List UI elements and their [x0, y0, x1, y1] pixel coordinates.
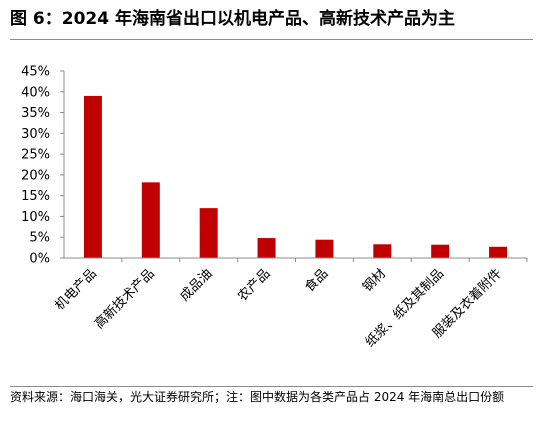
x-category-label: 钢材 — [360, 266, 389, 295]
bar — [199, 208, 218, 258]
note-divider — [10, 386, 533, 387]
bar — [431, 244, 450, 258]
y-tick-label: 40% — [21, 85, 50, 100]
x-category-label: 机电产品 — [52, 266, 99, 313]
y-tick-label: 10% — [21, 210, 50, 225]
x-category-label: 成品油 — [177, 266, 215, 304]
y-axis: 0% 5% 10% 15% 20% 25% 30% 35% 40% 45% — [21, 65, 65, 267]
x-category-label: 食品 — [302, 266, 332, 296]
y-tick-label: 35% — [21, 106, 50, 121]
bar — [373, 244, 392, 258]
source-note: 资料来源：海口海关，光大证券研究所；注：图中数据为各类产品占 2024 年海南总… — [10, 390, 505, 404]
y-tick-label: 20% — [21, 168, 50, 183]
title-divider — [10, 39, 533, 40]
y-tick-label: 30% — [21, 127, 50, 142]
bar-chart: 0% 5% 10% 15% 20% 25% 30% 35% 40% 45% 机电产品高新技术产品成… — [21, 65, 528, 350]
bar — [141, 182, 160, 258]
y-tick-label: 45% — [21, 65, 50, 80]
y-tick-label: 25% — [21, 148, 50, 163]
bar — [489, 246, 508, 258]
y-tick-label: 0% — [29, 252, 50, 267]
y-tick-label: 15% — [21, 189, 50, 204]
x-category-label: 高新技术产品 — [91, 266, 157, 332]
bar — [83, 95, 102, 258]
bar — [315, 239, 334, 258]
bar — [257, 238, 276, 258]
x-category-label: 农产品 — [235, 266, 273, 304]
bars — [83, 95, 508, 258]
chart-title: 图 6：2024 年海南省出口以机电产品、高新技术产品为主 — [10, 9, 455, 29]
y-tick-label: 5% — [29, 231, 50, 246]
